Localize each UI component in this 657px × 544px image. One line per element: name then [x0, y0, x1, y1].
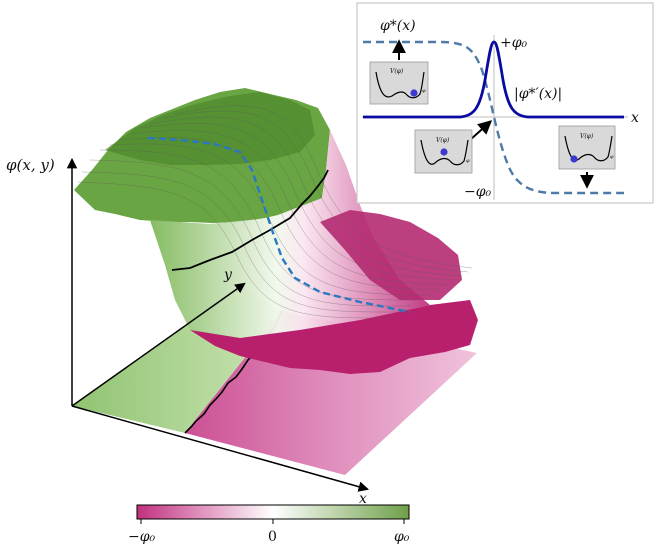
potential-box [558, 125, 616, 170]
inset-derivative-label: |φ*′(x)| [514, 86, 562, 102]
inset-derivative-curve [363, 40, 624, 119]
kink-wall [150, 130, 430, 338]
potential-ball [570, 155, 578, 163]
potential-icon-left-well: V(φ) φ [558, 125, 616, 170]
potential-box [369, 61, 429, 105]
potential-curve [375, 71, 425, 99]
colorbar-bar [136, 504, 410, 520]
z-axis-label: φ(x, y) [6, 156, 55, 174]
surface-grid-lines [77, 105, 473, 319]
plateau-green-dark [105, 92, 315, 165]
inset-profile-curve [363, 40, 624, 195]
inset-axis-label: x [631, 110, 639, 126]
potential-axis-label: φ [610, 154, 614, 160]
inset-plus-label: +φ₀ [500, 35, 528, 51]
plateau-magenta [190, 300, 478, 374]
potential-icon-center: V(φ) φ [414, 129, 473, 174]
inset-arrow-diag [469, 120, 493, 141]
inset-minus-label: −φ₀ [464, 184, 492, 200]
potential-axis-label: φ [466, 158, 470, 164]
x-axis [71, 405, 370, 492]
potential-icon-right-well: V(φ) φ [369, 61, 429, 105]
colorbar: −φ₀ 0 φ₀ [128, 504, 410, 544]
y-axis-label: y [223, 267, 233, 283]
potential-ball [440, 148, 448, 156]
potential-label: V(φ) [390, 68, 404, 75]
colorbar-label-pos: φ₀ [394, 529, 410, 544]
field-surface [74, 88, 478, 374]
x-axis-label: x [359, 491, 367, 507]
colorbar-label-neg: −φ₀ [128, 529, 156, 544]
potential-axis-label: φ [422, 88, 426, 94]
potential-curve [420, 139, 469, 166]
potential-label: V(φ) [580, 133, 594, 140]
surface-kink-profile [147, 136, 411, 314]
plateau-magenta-ridge [320, 210, 462, 300]
inset-profile-label: φ*(x) [380, 18, 416, 34]
axes-3d: φ(x, y) y x [6, 156, 370, 507]
colorbar-label-zero: 0 [268, 529, 277, 544]
surface-section-line [171, 169, 329, 271]
potential-ball [410, 89, 418, 97]
y-axis [71, 282, 246, 407]
inset-panel: φ*(x) +φ₀ −φ₀ |φ*′(x)| x V(φ) φ V(φ) φ [356, 2, 654, 204]
potential-label: V(φ) [436, 137, 450, 144]
